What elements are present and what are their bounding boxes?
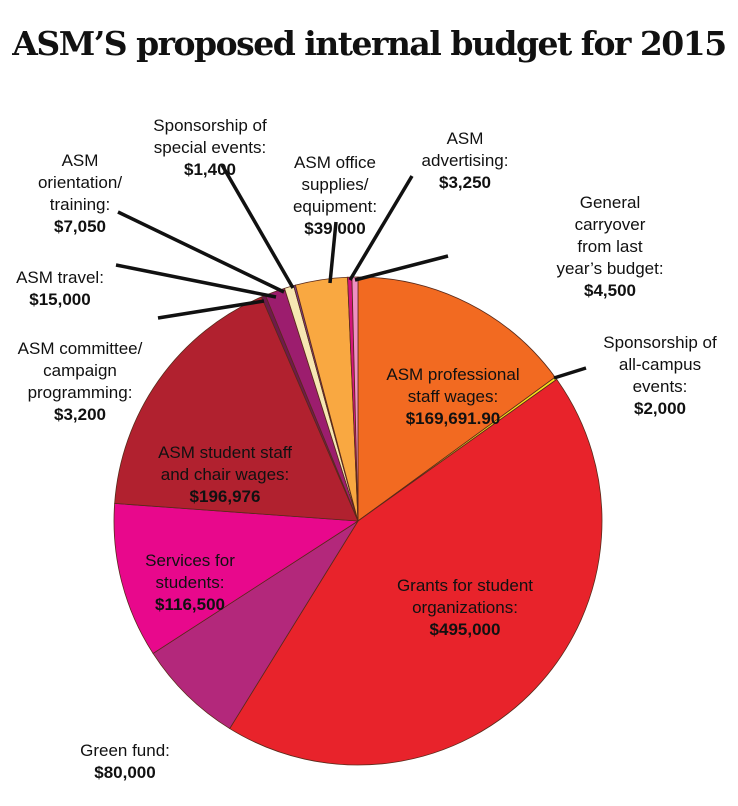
label-services: Services for students: $116,500 <box>125 528 255 638</box>
label-carryover: General carryover from last year’s budge… <box>535 170 685 324</box>
slice-label: Sponsorship of special events: <box>153 116 267 157</box>
pie-slice-0 <box>357 276 556 522</box>
label-all-campus: Sponsorship of all-campus events: $2,000 <box>580 310 738 442</box>
slice-label: ASM professional staff wages: <box>386 365 520 406</box>
slice-label: ASM orientation/ training: <box>37 151 123 214</box>
slice-value: $495,000 <box>429 620 501 639</box>
pie-slice-3 <box>152 520 359 730</box>
slice-label: ASM student staff and chair wages: <box>158 443 292 484</box>
slice-label: General carryover from last year’s budge… <box>556 193 664 278</box>
leader-line-travel <box>115 263 277 299</box>
label-office-supplies: ASM office supplies/ equipment: $39,000 <box>280 130 390 262</box>
slice-label: ASM advertising: <box>421 129 509 170</box>
leader-line-all-campus <box>553 366 587 380</box>
slice-label: Services for students: <box>145 551 235 592</box>
slice-value: $3,200 <box>54 405 106 424</box>
label-travel: ASM travel: $15,000 <box>5 245 115 333</box>
pie-slice-2 <box>229 378 603 766</box>
slice-value: $4,500 <box>584 281 636 300</box>
leader-line-special-events <box>220 164 295 289</box>
slice-value: $196,976 <box>189 487 261 506</box>
slice-value: $116,500 <box>155 595 225 614</box>
label-special-events: Sponsorship of special events: $1,400 <box>135 93 285 203</box>
slice-label: Sponsorship of all-campus events: <box>603 333 717 396</box>
slice-label: Grants for student organizations: <box>396 576 534 617</box>
label-professional-staff: ASM professional staff wages: $169,691.9… <box>358 342 548 452</box>
slice-value: $1,400 <box>184 160 236 179</box>
slice-label: Green fund: <box>80 741 170 760</box>
label-student-staff: ASM student staff and chair wages: $196,… <box>135 420 315 530</box>
slice-value: $2,000 <box>634 399 686 418</box>
label-grants: Grants for student organizations: $495,0… <box>340 553 590 641</box>
slice-value: $39,000 <box>304 219 366 238</box>
slice-value: $80,000 <box>94 763 156 782</box>
label-green-fund: Green fund: $80,000 <box>70 718 180 806</box>
slice-value: $15,000 <box>29 290 91 309</box>
pie-slice-4 <box>113 502 360 654</box>
leader-line-carryover <box>354 254 449 282</box>
label-advertising: ASM advertising: $3,250 <box>410 106 520 216</box>
slice-label: ASM committee/ campaign programming: <box>17 339 143 402</box>
pie-slice-5 <box>114 296 359 522</box>
label-orientation: ASM orientation/ training: $7,050 <box>30 128 130 260</box>
leader-line-office-supplies <box>328 221 338 284</box>
slice-label: ASM travel: <box>16 268 104 287</box>
slice-value: $169,691.90 <box>405 409 501 428</box>
chart-title: ASM’S proposed internal budget for 2015 <box>12 24 727 63</box>
leader-line-committee <box>157 299 265 320</box>
slice-value: $7,050 <box>54 217 106 236</box>
slice-value: $3,250 <box>439 173 491 192</box>
leader-line-advertising <box>348 175 414 281</box>
slice-label: ASM office supplies/ equipment: <box>292 153 378 216</box>
leader-line-orientation <box>117 210 285 294</box>
label-committee: ASM committee/ campaign programming: $3,… <box>0 316 160 448</box>
